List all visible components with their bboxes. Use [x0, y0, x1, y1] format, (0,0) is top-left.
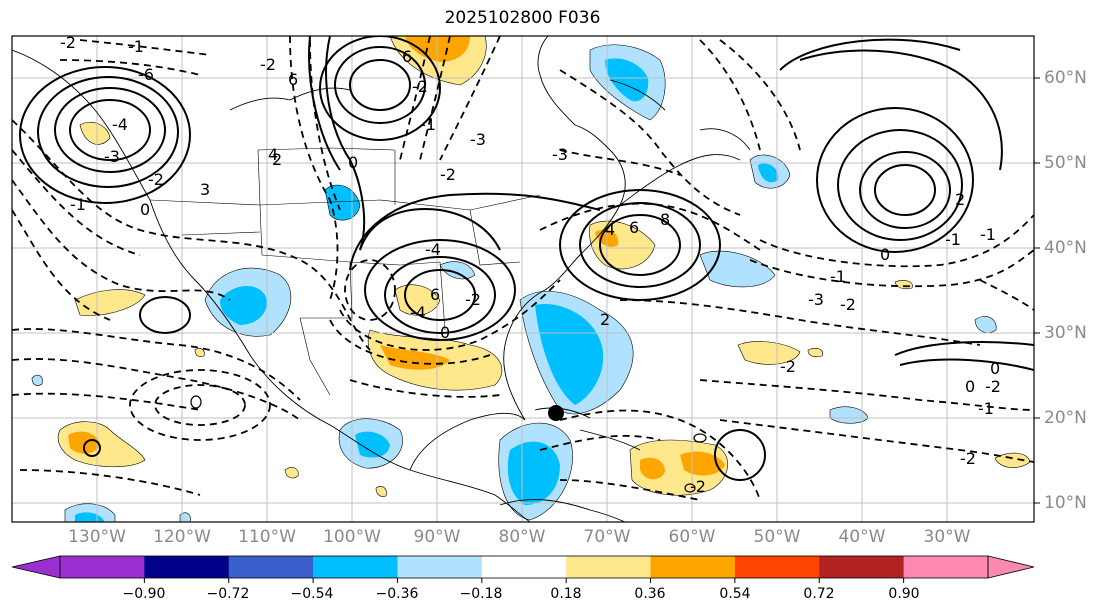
contour-label: 8	[660, 210, 670, 229]
contour-label: 0	[990, 359, 1000, 378]
colorbar-outline	[59, 555, 989, 579]
lon-label-70w: 70°W	[583, 527, 631, 547]
colorbar-tick-label: −0.54	[290, 586, 334, 602]
minor-contours	[190, 395, 707, 493]
contour-label: -2	[465, 290, 481, 309]
colorbar-tick-label: 0.36	[634, 586, 666, 602]
contour-label: -2	[260, 55, 276, 74]
contour-label: -1	[830, 267, 846, 286]
contour-label: -3	[104, 147, 120, 166]
positive-anomaly-shading	[57, 36, 1031, 497]
contour-label: 4	[268, 145, 278, 164]
colorbar-tick-label: 0.18	[550, 586, 582, 602]
colorbar-tick-label: 0.72	[803, 586, 835, 602]
storm-center-marker	[548, 405, 564, 421]
contour-label: 0	[880, 245, 890, 264]
colorbar-tick-label: 0.90	[888, 586, 920, 602]
lat-ticks	[1034, 77, 1040, 504]
contour-label: 2	[600, 310, 610, 329]
lon-label-100w: 100°W	[323, 527, 381, 547]
contour-label: -1	[978, 399, 994, 418]
colorbar-segment	[819, 556, 905, 578]
contour-label: -2	[148, 170, 164, 189]
colorbar-segment	[650, 556, 736, 578]
contour-label: 0	[440, 323, 450, 342]
contour-label: 3	[200, 180, 210, 199]
lon-label-120w: 120°W	[153, 527, 211, 547]
map-frame	[11, 35, 1035, 523]
contour-label: 6	[430, 285, 440, 304]
colorbar-segment	[734, 556, 820, 578]
contour-label: 2	[955, 190, 965, 209]
contour-label: -2	[412, 77, 428, 96]
contour-label: -2	[440, 165, 456, 184]
contour-label: -2	[960, 449, 976, 468]
contour-label: -2	[780, 357, 796, 376]
contour-label: 2	[272, 150, 282, 169]
contour-label: -4	[112, 115, 128, 134]
lon-label-110w: 110°W	[238, 527, 296, 547]
colorbar-segment	[144, 556, 230, 578]
lat-label-30n: 30°N	[1044, 323, 1087, 343]
contour-label: -3	[470, 130, 486, 149]
colorbar-tick-label: 0.54	[719, 586, 751, 602]
contour-label: -3	[552, 145, 568, 164]
colorbar-segment	[397, 556, 483, 578]
colorbar-segment	[566, 556, 652, 578]
colorbar-segment	[228, 556, 314, 578]
lat-label-20n: 20°N	[1044, 408, 1087, 428]
colorbar-segment	[313, 556, 398, 578]
colorbar-segment	[60, 556, 145, 578]
lon-label-30w: 30°W	[923, 527, 971, 547]
map-title: 2025102800 F036	[444, 8, 601, 28]
coastlines	[12, 36, 751, 522]
lat-label-40n: 40°N	[1044, 238, 1087, 258]
contour-label: -1	[70, 195, 86, 214]
contour-label: 6	[402, 47, 412, 66]
colorbar	[11, 555, 1035, 583]
contour-label: 0	[965, 377, 975, 396]
contour-label: 6	[629, 218, 639, 237]
positive-contours	[19, 36, 1034, 481]
lat-label-50n: 50°N	[1044, 153, 1087, 173]
lon-label-90w: 90°W	[413, 527, 461, 547]
contour-label: -1	[128, 37, 144, 56]
contour-label: -3	[808, 290, 824, 309]
contour-label: -2	[840, 295, 856, 314]
lat-label-10n: 10°N	[1044, 493, 1087, 513]
colorbar-tick-label: −0.36	[375, 586, 419, 602]
lon-label-50w: 50°W	[753, 527, 801, 547]
contour-label: -6	[138, 65, 154, 84]
contour-label: -1	[420, 115, 436, 134]
colorbar-extend-low	[11, 555, 61, 579]
colorbar-segment	[903, 556, 989, 578]
contour-label: 0	[348, 153, 358, 172]
colorbar-tick-label: −0.72	[206, 586, 250, 602]
contour-label: -1	[945, 230, 961, 249]
negative-contours	[12, 36, 1034, 501]
contour-label: -4	[425, 240, 441, 259]
contour-label: 0	[140, 200, 150, 219]
lon-label-80w: 80°W	[498, 527, 546, 547]
colorbar-extend-high	[987, 555, 1035, 579]
contour-label: 4	[605, 220, 615, 239]
lon-label-130w: 130°W	[68, 527, 126, 547]
contour-label: 6	[288, 70, 298, 89]
colorbar-segment	[481, 556, 567, 578]
lon-label-40w: 40°W	[838, 527, 886, 547]
colorbar-tick-label: −0.90	[122, 586, 166, 602]
contour-label: -2	[690, 477, 706, 496]
contour-label: -4	[410, 303, 426, 322]
contour-label: -2	[985, 377, 1001, 396]
political-borders	[149, 147, 541, 396]
colorbar-tick-label: −0.18	[459, 586, 503, 602]
lat-label-60n: 60°N	[1044, 68, 1087, 88]
contour-label: -2	[60, 33, 76, 52]
lon-label-60w: 60°W	[668, 527, 716, 547]
contour-label: -1	[980, 225, 996, 244]
negative-anomaly-shading	[31, 44, 997, 522]
